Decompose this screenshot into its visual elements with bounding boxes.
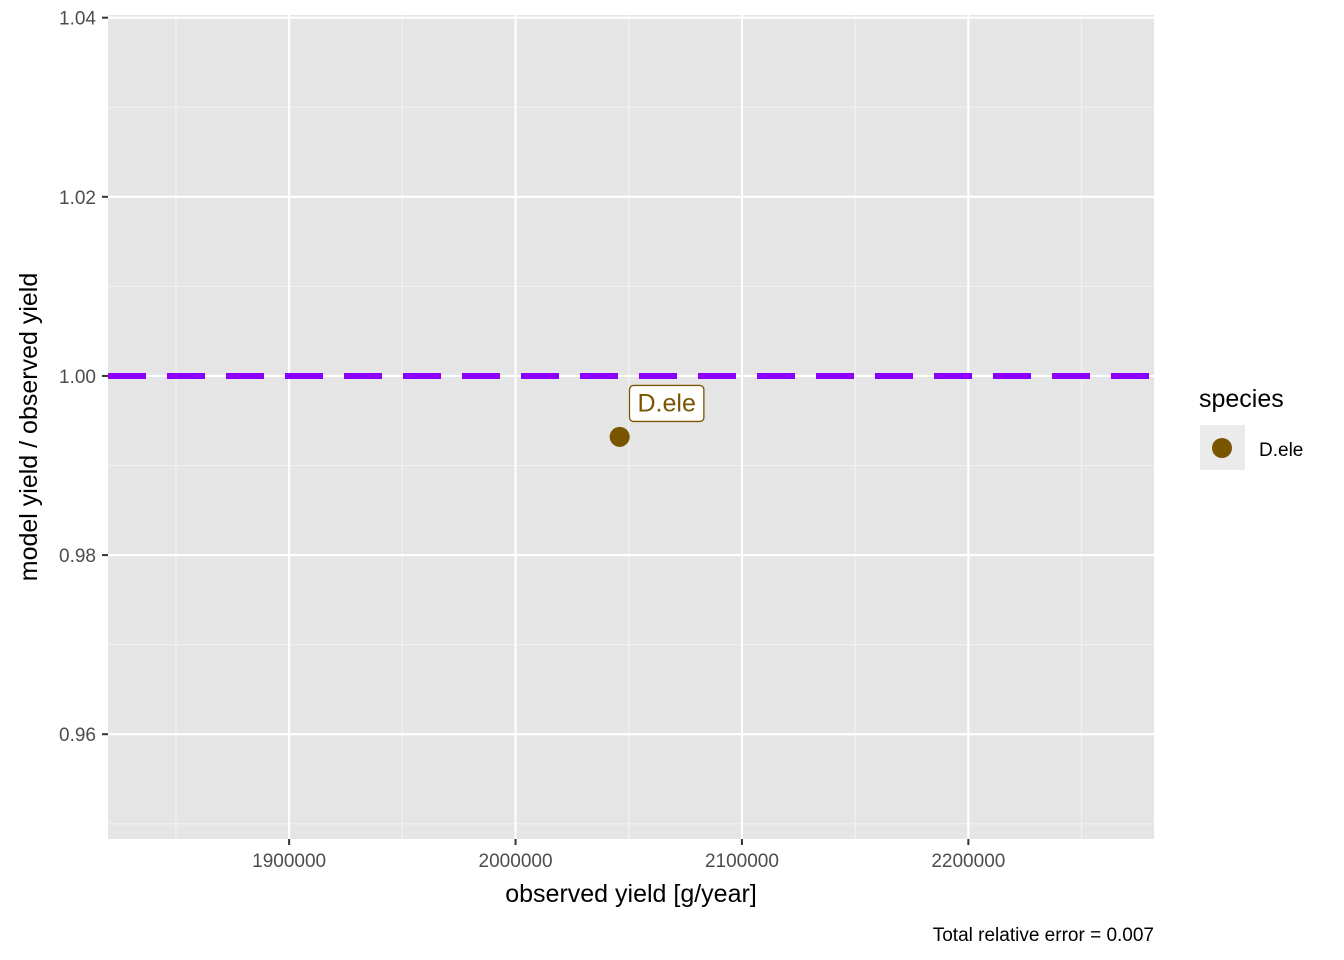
x-tick-label: 2200000 <box>931 851 1005 872</box>
y-tick-label: 0.98 <box>59 546 96 567</box>
legend: species D.ele <box>1199 385 1303 470</box>
minor-grid <box>108 15 1154 839</box>
caption: Total relative error = 0.007 <box>933 925 1154 946</box>
x-tick-label: 2000000 <box>479 851 553 872</box>
major-grid <box>108 15 1154 839</box>
y-tick-label: 0.96 <box>59 725 96 746</box>
y-axis: 0.96 0.98 1.00 1.02 1.04 <box>59 9 108 746</box>
legend-key-point <box>1212 438 1232 458</box>
y-axis-title: model yield / observed yield <box>15 273 43 582</box>
x-tick-label: 2100000 <box>705 851 779 872</box>
y-tick-label: 1.04 <box>59 9 96 30</box>
legend-title: species <box>1199 385 1284 413</box>
y-tick-label: 1.00 <box>59 367 96 388</box>
data-points: D.ele <box>609 384 705 447</box>
data-point <box>609 426 630 447</box>
x-axis-title: observed yield [g/year] <box>505 880 757 908</box>
legend-label: D.ele <box>1259 440 1303 461</box>
x-tick-label: 1900000 <box>252 851 326 872</box>
x-axis: 1900000 2000000 2100000 2200000 <box>252 839 1005 872</box>
point-label-box <box>628 384 705 423</box>
y-tick-label: 1.02 <box>59 188 96 209</box>
point-label: D.ele <box>637 389 695 417</box>
panel-background <box>108 15 1154 839</box>
